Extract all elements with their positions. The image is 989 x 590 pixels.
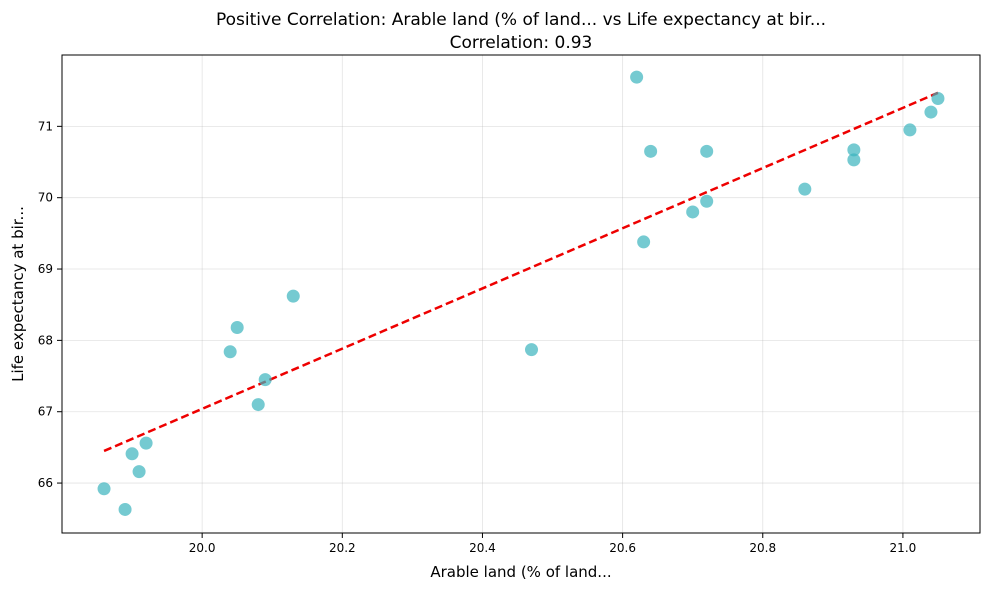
data-point [258, 373, 272, 387]
y-tick-label: 68 [38, 333, 53, 347]
data-point [931, 92, 945, 106]
data-point [630, 70, 644, 84]
data-point [700, 144, 714, 158]
grid-lines [62, 55, 980, 533]
data-point [798, 182, 812, 196]
data-point [118, 502, 132, 516]
data-point [230, 321, 244, 335]
chart-subtitle: Correlation: 0.93 [450, 33, 593, 53]
data-point [924, 105, 938, 119]
axis-ticks: 20.0 20.2 20.4 20.6 20.8 21.0 66 67 68 69 70 71 [38, 119, 917, 555]
data-point [97, 482, 111, 496]
data-point [686, 205, 700, 219]
x-tick-label: 20.8 [749, 541, 776, 555]
y-axis-label: Life expectancy at bir... [9, 206, 27, 382]
plot-frame [61, 54, 981, 534]
data-point [286, 289, 300, 303]
data-point [132, 465, 146, 479]
data-point [125, 447, 139, 461]
y-tick-label: 67 [38, 405, 53, 419]
data-point [251, 398, 265, 412]
y-tick-label: 66 [38, 476, 53, 490]
data-point [847, 143, 861, 157]
data-point [700, 194, 714, 208]
data-point [525, 343, 539, 357]
x-tick-label: 20.4 [469, 541, 496, 555]
data-point [644, 144, 658, 158]
y-tick-label: 70 [38, 191, 53, 205]
points-layer [97, 70, 945, 516]
x-tick-label: 20.0 [189, 541, 216, 555]
chart-title: Positive Correlation: Arable land (% of … [216, 10, 826, 30]
trend-line [103, 91, 939, 453]
x-tick-label: 21.0 [890, 541, 917, 555]
data-point [139, 436, 153, 450]
data-point [637, 235, 651, 249]
x-axis-label: Arable land (% of land... [430, 563, 611, 581]
data-point [223, 345, 237, 359]
data-point [903, 123, 917, 137]
data-point [847, 153, 861, 167]
x-tick-label: 20.2 [329, 541, 356, 555]
fit-line-layer [103, 91, 939, 453]
y-tick-label: 69 [38, 262, 53, 276]
y-tick-label: 71 [38, 119, 53, 133]
x-tick-label: 20.6 [609, 541, 636, 555]
